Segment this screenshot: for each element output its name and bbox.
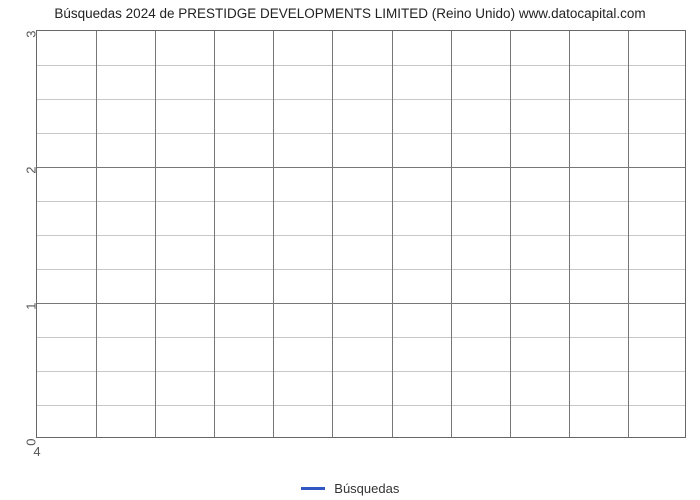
y-tick-label: 3 <box>24 31 39 55</box>
grid-minor-h <box>37 269 685 270</box>
grid-major-v <box>451 31 452 437</box>
grid-minor-h <box>37 337 685 338</box>
grid-major-v <box>392 31 393 437</box>
y-tick-label: 1 <box>24 303 39 327</box>
grid-minor-h <box>37 65 685 66</box>
grid-minor-h <box>37 133 685 134</box>
grid-minor-h <box>37 201 685 202</box>
grid-major-v <box>332 31 333 437</box>
grid-minor-h <box>37 235 685 236</box>
grid-major-h <box>37 167 685 168</box>
chart-title: Búsquedas 2024 de PRESTIDGE DEVELOPMENTS… <box>0 6 700 21</box>
grid-minor-h <box>37 99 685 100</box>
grid-minor-h <box>37 371 685 372</box>
plot-area: 01234 <box>36 30 686 438</box>
x-tick-label: 4 <box>33 444 40 459</box>
grid-major-v <box>96 31 97 437</box>
legend: Búsquedas <box>0 480 700 496</box>
grid-minor-h <box>37 405 685 406</box>
legend-line-icon <box>301 487 325 490</box>
chart-container: Búsquedas 2024 de PRESTIDGE DEVELOPMENTS… <box>0 0 700 500</box>
grid-major-v <box>569 31 570 437</box>
grid-major-v <box>214 31 215 437</box>
legend-label: Búsquedas <box>334 481 399 496</box>
grid-major-v <box>273 31 274 437</box>
y-tick-label: 2 <box>24 167 39 191</box>
grid-major-h <box>37 303 685 304</box>
grid-major-v <box>510 31 511 437</box>
grid-major-v <box>155 31 156 437</box>
grid-major-v <box>628 31 629 437</box>
